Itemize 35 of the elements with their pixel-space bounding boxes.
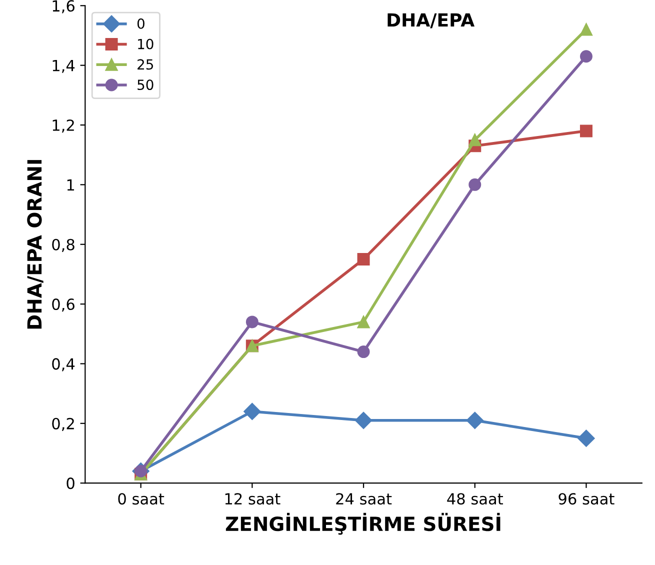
point (580, 50, 592, 63)
legend-label: 10 (138, 38, 154, 50)
y-tick-label: 1 (67, 179, 74, 190)
point (244, 402, 261, 420)
legend-label: 50 (138, 80, 154, 90)
point (134, 464, 148, 478)
chart-title: DHA/EPA (388, 13, 475, 28)
point (354, 412, 372, 429)
y-tick-label: 0,4 (52, 358, 75, 372)
y-tick-label: 1,2 (52, 119, 74, 133)
point (468, 178, 482, 191)
y-tick-label: 0 (66, 478, 74, 490)
x-tick-label: 12 saat (225, 493, 280, 505)
y-tick-label: 1,4 (52, 60, 75, 73)
y-axis-title: DHA/EPA ORANI (27, 160, 44, 329)
point (580, 23, 592, 36)
point (580, 124, 592, 138)
y-tick-label: 0,6 (52, 298, 74, 312)
y-tick-label: 0,2 (52, 418, 74, 431)
x-tick-label: 96 saat (558, 493, 614, 505)
y-tick-label: 0,8 (52, 238, 74, 252)
point (246, 316, 258, 328)
legend-label: 25 (138, 59, 153, 70)
x-tick-label: 24 saat (336, 493, 392, 505)
point (357, 253, 370, 266)
point (466, 412, 484, 429)
legend-label: 0 (137, 18, 144, 29)
point (468, 134, 482, 146)
point (578, 430, 595, 447)
y-tick-label: 1,6 (52, 0, 74, 14)
x-tick-label: 0 saat (118, 493, 164, 505)
x-axis-title: ZENGİNLEŞTİRME SÜRESİ (226, 512, 500, 535)
point (357, 346, 370, 358)
point (357, 316, 370, 328)
x-tick-label: 48 saat (447, 493, 503, 505)
